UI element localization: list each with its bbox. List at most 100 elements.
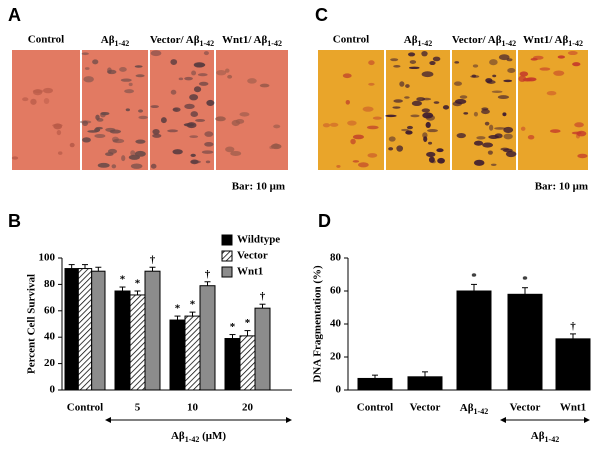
- cell: [190, 153, 196, 157]
- cell: [393, 65, 401, 68]
- cell: [546, 91, 557, 96]
- cell: [105, 127, 116, 132]
- cell: [227, 74, 233, 79]
- y-tick-label: 80: [330, 252, 342, 264]
- cell: [273, 124, 281, 129]
- cell: [392, 106, 401, 109]
- label-sub: 1-42: [418, 39, 433, 48]
- cell: [95, 114, 100, 121]
- cell: [502, 112, 507, 117]
- label-sub: 1-42: [267, 39, 282, 48]
- label-sub: 1-42: [568, 39, 583, 48]
- column-label: Control: [28, 34, 64, 46]
- y-tick-label: 0: [336, 384, 342, 396]
- bar: [77, 268, 93, 391]
- cell: [498, 54, 510, 61]
- y-tick-label: 100: [39, 252, 56, 264]
- cell: [425, 121, 431, 129]
- legend-swatch: [221, 250, 233, 262]
- cell: [472, 64, 479, 68]
- cell: [69, 142, 75, 148]
- cell: [206, 99, 215, 107]
- bar: [199, 285, 216, 391]
- cell: [138, 109, 144, 113]
- cell: [429, 61, 436, 66]
- significance-marker: *: [175, 303, 181, 315]
- x-tick-label: 10: [187, 402, 199, 414]
- significance-marker: †: [570, 320, 576, 332]
- cell: [408, 66, 420, 70]
- cell: [350, 138, 356, 145]
- y-tick-label: 20: [330, 351, 342, 363]
- cell: [205, 160, 211, 164]
- legend-label: Wildtype: [237, 234, 280, 246]
- scale-bar-label: Bar: 10 μm: [232, 181, 285, 193]
- cell: [225, 146, 235, 153]
- cell: [406, 125, 413, 130]
- column-label: Aβ1-42: [404, 34, 432, 49]
- cell: [22, 97, 29, 102]
- cell: [368, 60, 375, 66]
- cell: [150, 163, 157, 169]
- cell: [204, 141, 214, 147]
- cell: [183, 123, 195, 127]
- cell: [399, 81, 405, 87]
- cell: [120, 78, 132, 82]
- cell: [203, 51, 209, 56]
- label-main: Vector/ Aβ: [452, 34, 502, 46]
- cell: [100, 112, 106, 118]
- cell: [503, 126, 514, 134]
- cell: [572, 62, 581, 67]
- x-tick-label: Control: [357, 402, 393, 414]
- cell: [426, 151, 436, 158]
- cell: [530, 58, 538, 61]
- cell: [401, 128, 409, 132]
- cell: [119, 67, 127, 72]
- cell: [225, 68, 230, 73]
- cell: [269, 145, 274, 150]
- legend-label: Wnt1: [237, 266, 263, 278]
- cell: [421, 108, 431, 113]
- significance-marker: *: [230, 321, 236, 333]
- cell: [150, 105, 159, 109]
- cell: [539, 67, 551, 71]
- cell: [459, 95, 468, 99]
- cell: [421, 71, 434, 78]
- x-tick-label: 5: [135, 402, 141, 414]
- cell: [130, 150, 136, 156]
- y-tick-label: 60: [44, 304, 56, 316]
- cell: [390, 58, 399, 62]
- cell: [79, 120, 92, 124]
- cell: [204, 131, 214, 137]
- cell: [81, 52, 89, 56]
- cell: [503, 79, 513, 83]
- cell: [433, 101, 440, 104]
- label-sub: 1-42: [185, 435, 200, 444]
- legend-swatch: [221, 266, 233, 278]
- cell: [432, 56, 441, 62]
- cell: [352, 134, 365, 140]
- cell: [525, 77, 537, 82]
- cell: [172, 108, 178, 111]
- cell: [11, 156, 19, 160]
- significance-marker: †: [150, 254, 156, 266]
- cell: [489, 124, 494, 131]
- cell: [520, 126, 526, 131]
- bar: [169, 319, 186, 391]
- cell: [470, 75, 480, 78]
- cell: [489, 59, 498, 66]
- cell: [428, 141, 433, 145]
- column-label: Control: [333, 34, 369, 46]
- cell: [135, 74, 145, 78]
- y-tick-label: 80: [44, 278, 56, 290]
- panel-label: B: [8, 211, 21, 231]
- cell: [172, 149, 183, 155]
- cell: [193, 86, 202, 93]
- x-tick-label: Vector: [510, 402, 541, 414]
- cell: [138, 115, 148, 120]
- cell: [372, 116, 382, 120]
- cell: [342, 73, 352, 79]
- cell: [456, 132, 466, 139]
- significance-marker: †: [260, 291, 266, 303]
- cell: [111, 136, 119, 143]
